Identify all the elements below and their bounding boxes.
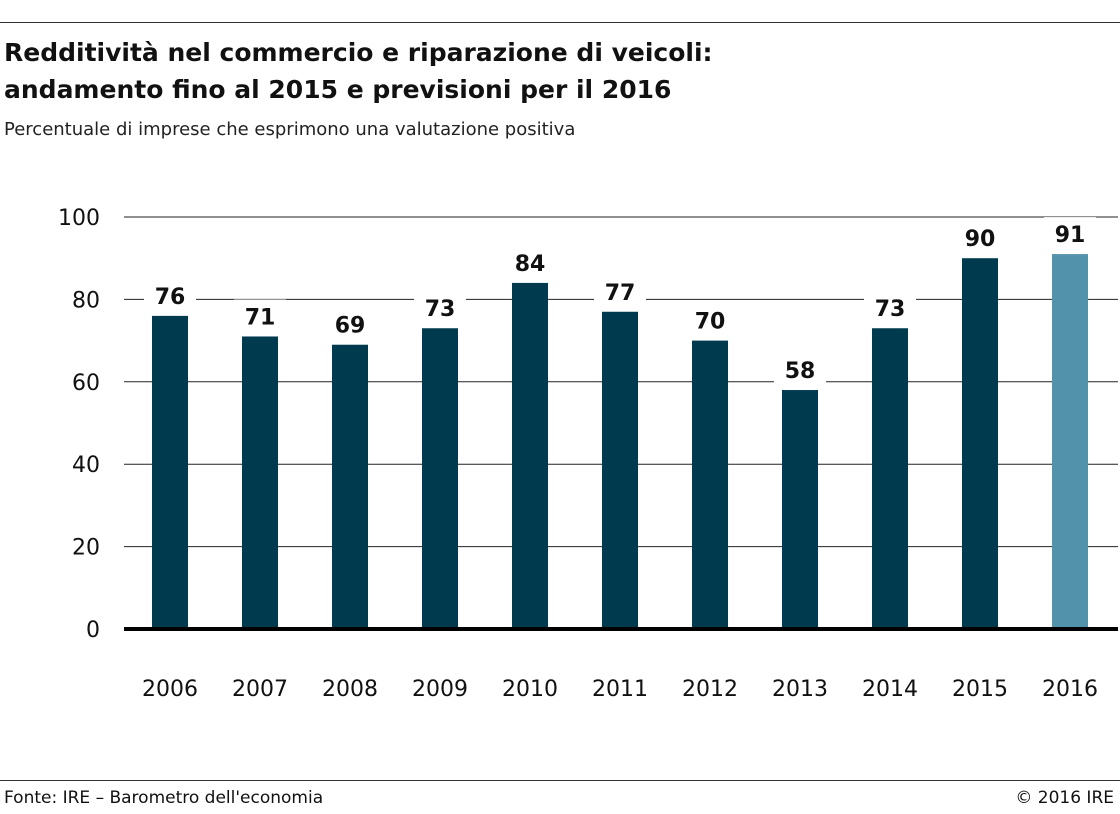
chart-title-line-1: Redditività nel commercio e riparazione …	[4, 38, 713, 67]
x-tick-label-2008: 2008	[322, 677, 378, 702]
value-label-background-2009	[414, 291, 466, 324]
value-label-2014: 73	[875, 297, 906, 322]
value-label-2008: 69	[335, 314, 366, 339]
y-tick-label-0: 0	[86, 618, 100, 643]
x-tick-label-2013: 2013	[772, 677, 828, 702]
value-label-2009: 73	[425, 297, 456, 322]
x-axis-ticks: 2006 2007 2008 2009 2010 2011 2012 2013 2014 2015…	[142, 677, 1098, 702]
bar-2006	[152, 315, 188, 629]
bottom-rule	[0, 780, 1120, 781]
bar-2011	[602, 311, 638, 629]
chart-title-line-2: andamento fino al 2015 e previsioni per …	[4, 75, 672, 104]
bar-2016	[1052, 254, 1088, 629]
y-tick-label-60: 60	[72, 371, 100, 396]
value-label-2015: 90	[965, 227, 996, 252]
value-label-background-2016	[1044, 217, 1096, 250]
bar-2015	[962, 258, 998, 629]
value-label-2012: 70	[695, 310, 726, 335]
bar-2007	[242, 336, 278, 629]
value-label-background-2013	[774, 353, 826, 386]
y-tick-label-40: 40	[72, 453, 100, 478]
bar-chart: 0 20 40 60 80 100 76 71 69 73 84 77 70 58 73 90 91 2006…	[58, 206, 1118, 702]
x-tick-label-2006: 2006	[142, 677, 198, 702]
chart-subtitle: Percentuale di imprese che esprimono una…	[4, 119, 576, 140]
copyright-note: © 2016 IRE	[1015, 788, 1114, 808]
value-label-2006: 76	[155, 285, 186, 310]
y-axis-ticks: 0 20 40 60 80 100	[58, 206, 100, 643]
value-label-2016: 91	[1055, 223, 1086, 248]
y-tick-label-20: 20	[72, 536, 100, 561]
x-tick-label-2014: 2014	[862, 677, 918, 702]
bar-2009	[422, 328, 458, 629]
bar-2010	[512, 282, 548, 629]
x-tick-label-2016: 2016	[1042, 677, 1098, 702]
value-label-background-2006	[144, 278, 196, 311]
bar-value-labels: 76 71 69 73 84 77 70 58 73 90 91	[144, 217, 1096, 386]
bar-2014	[872, 328, 908, 629]
value-label-background-2007	[234, 299, 286, 332]
source-note: Fonte: IRE – Barometro dell'economia	[4, 788, 324, 808]
value-label-background-2010	[504, 245, 556, 278]
top-rule	[0, 22, 1120, 23]
bars	[152, 254, 1088, 629]
chart-title: Redditività nel commercio e riparazione …	[4, 34, 1104, 108]
bar-2012	[692, 340, 728, 629]
x-tick-label-2012: 2012	[682, 677, 738, 702]
value-label-2011: 77	[605, 281, 636, 306]
value-label-background-2014	[864, 291, 916, 324]
value-label-background-2015	[954, 221, 1006, 254]
value-label-2007: 71	[245, 305, 276, 330]
x-tick-label-2010: 2010	[502, 677, 558, 702]
value-label-2013: 58	[785, 359, 816, 384]
x-tick-label-2015: 2015	[952, 677, 1008, 702]
bar-2008	[332, 344, 368, 629]
x-tick-label-2009: 2009	[412, 677, 468, 702]
y-tick-label-100: 100	[58, 206, 100, 231]
x-tick-label-2007: 2007	[232, 677, 288, 702]
y-tick-label-80: 80	[72, 288, 100, 313]
x-tick-label-2011: 2011	[592, 677, 648, 702]
value-label-background-2008	[324, 307, 376, 340]
bar-2013	[782, 390, 818, 629]
value-label-background-2012	[684, 303, 736, 336]
value-label-2010: 84	[515, 252, 546, 277]
value-label-background-2011	[594, 274, 646, 307]
